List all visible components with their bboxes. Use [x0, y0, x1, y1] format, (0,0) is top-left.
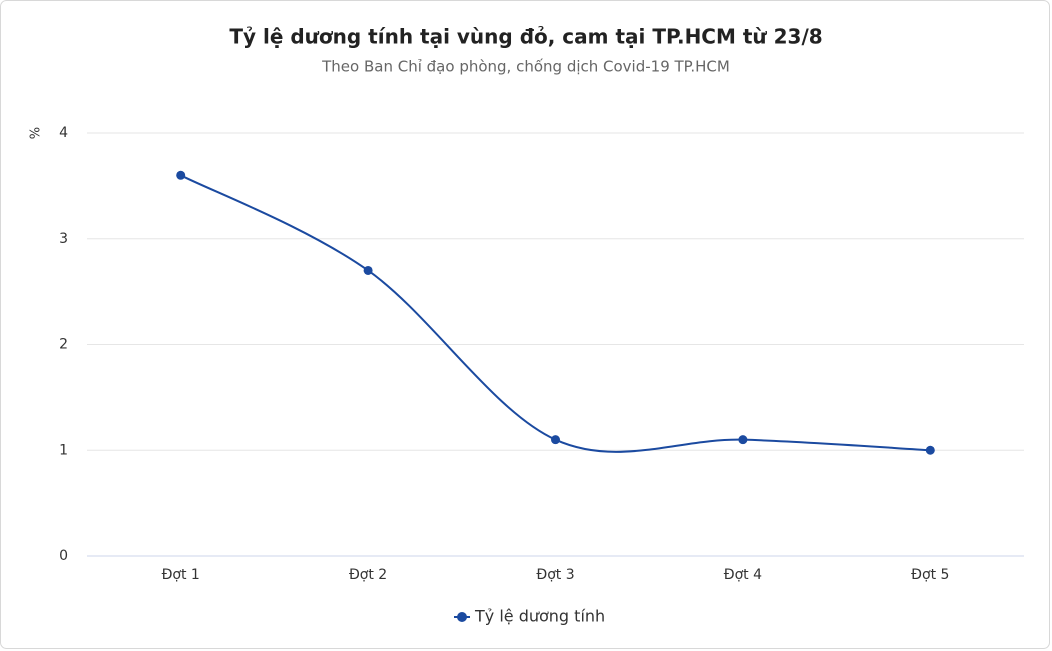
chart-subtitle: Theo Ban Chỉ đạo phòng, chống dịch Covid… [321, 58, 730, 76]
y-tick-label: 3 [59, 231, 68, 247]
x-tick-label: Đợt 1 [162, 567, 200, 583]
x-tick-label: Đợt 3 [536, 567, 574, 583]
data-point [738, 435, 748, 445]
y-tick-label: 2 [59, 337, 68, 353]
x-tick-label: Đợt 5 [911, 567, 949, 583]
x-tick-label: Đợt 2 [349, 567, 387, 583]
series-line [180, 174, 931, 453]
legend-label: Tỷ lệ dương tính [474, 607, 605, 626]
data-point [925, 445, 935, 455]
y-axis-label: % [29, 127, 44, 139]
y-tick-label: 0 [59, 548, 68, 564]
data-point [363, 265, 373, 275]
y-tick-label: 1 [59, 442, 68, 458]
chart-title: Tỷ lệ dương tính tại vùng đỏ, cam tại TP… [229, 25, 822, 49]
data-point [551, 435, 560, 445]
legend-marker [457, 612, 467, 622]
x-tick-label: Đợt 4 [724, 567, 762, 583]
data-point [176, 170, 186, 180]
y-tick-label: 4 [59, 125, 68, 141]
